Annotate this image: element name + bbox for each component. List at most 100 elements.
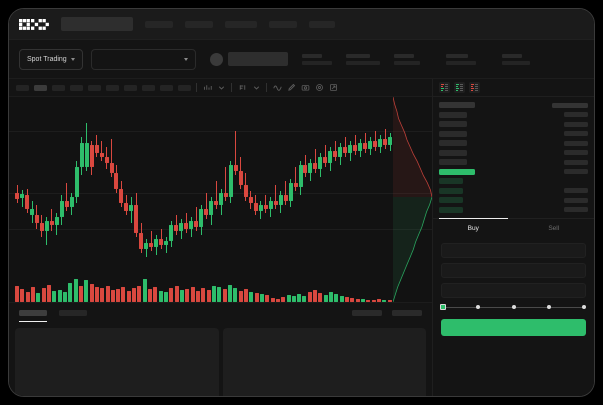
trading-pair-selector[interactable] (90, 48, 196, 70)
volume-bar (126, 291, 131, 302)
okx-logo[interactable] (19, 18, 49, 30)
chevron-down-icon (183, 57, 188, 61)
slider-node-75[interactable] (546, 304, 551, 309)
bid-amount (439, 197, 463, 203)
volume-bar (190, 287, 195, 302)
top-navigation-bar (9, 9, 594, 40)
bottom-action-0[interactable] (352, 309, 382, 316)
spread-amount (439, 168, 475, 175)
nav-item-0[interactable] (145, 20, 173, 28)
fullscreen-icon[interactable] (328, 83, 338, 93)
volume-bar (366, 300, 371, 302)
volume-bar (57, 290, 62, 302)
timeframe-button-1[interactable] (33, 84, 47, 91)
slider-node-100[interactable] (582, 304, 586, 309)
volume-bar (211, 286, 216, 302)
timeframe-button-7[interactable] (141, 84, 155, 91)
side-tab-buy[interactable]: Buy (433, 217, 514, 237)
orderbook-bid-row[interactable] (439, 206, 588, 214)
orderbook-asks-icon[interactable] (469, 82, 480, 93)
slider-node-50[interactable] (511, 304, 516, 309)
order-panel: Buy Sell (432, 79, 594, 396)
volume-bar (158, 291, 163, 302)
side-tab-sell[interactable]: Sell (548, 224, 560, 232)
camera-icon[interactable] (300, 83, 310, 93)
volume-bar (30, 287, 35, 302)
orderbook-bids-icon[interactable] (454, 82, 465, 93)
volume-series (15, 269, 393, 302)
indicator-icon[interactable] (237, 83, 247, 93)
orderbook-bid-row[interactable] (439, 196, 588, 204)
orderbook-ask-row[interactable] (439, 139, 588, 147)
slider-node-25[interactable] (476, 304, 481, 309)
volume-bar (281, 297, 286, 302)
volume-bar (164, 292, 169, 302)
stat-label (345, 53, 370, 58)
nav-item-3[interactable] (269, 20, 297, 28)
ask-price (564, 121, 588, 127)
timeframe-button-5[interactable] (105, 84, 119, 91)
order-field-1[interactable] (441, 262, 586, 278)
orderbook-ask-row[interactable] (439, 158, 588, 166)
slider-node-0[interactable] (440, 303, 446, 310)
bottom-action-1[interactable] (392, 309, 422, 316)
volume-bar (350, 298, 355, 302)
nav-items (133, 20, 335, 28)
volume-bar (196, 291, 200, 302)
pencil-icon[interactable] (286, 83, 296, 93)
volume-bar (355, 299, 360, 302)
ask-price (564, 140, 588, 146)
nav-item-2[interactable] (225, 20, 257, 28)
market-type-dropdown[interactable]: Spot Trading (19, 48, 83, 70)
volume-bar (105, 286, 110, 302)
submit-order-button[interactable] (441, 318, 586, 336)
market-stats (288, 53, 530, 65)
amount-slider[interactable] (440, 303, 586, 313)
volume-bar (313, 290, 318, 302)
order-book (433, 97, 594, 214)
orderbook-ask-row[interactable] (439, 130, 588, 138)
bottom-tab-1[interactable] (59, 309, 87, 316)
nav-item-1[interactable] (185, 20, 213, 28)
orderbook-bid-row[interactable] (439, 177, 588, 185)
market-type-label: Spot Trading (27, 55, 67, 63)
ask-amount (439, 140, 467, 146)
stat-value (445, 60, 476, 65)
settings-icon[interactable] (314, 83, 324, 93)
candlestick-series (15, 97, 393, 265)
orderbook-ask-row[interactable] (439, 120, 588, 128)
chevron-down-icon[interactable] (216, 83, 226, 93)
order-field-0[interactable] (441, 242, 586, 258)
volume-bar (148, 289, 153, 302)
timeframe-button-9[interactable] (177, 84, 191, 91)
timeframe-button-4[interactable] (87, 84, 101, 91)
orderbook-spread-row (439, 168, 588, 176)
stat-label (501, 53, 522, 58)
nav-item-4[interactable] (309, 20, 335, 28)
bottom-tab-0[interactable] (19, 309, 47, 323)
timeframe-button-3[interactable] (69, 84, 83, 91)
nav-search-input[interactable] (61, 17, 133, 31)
bottom-panel-left[interactable] (15, 328, 219, 396)
orderbook-bid-row[interactable] (439, 187, 588, 195)
bar-chart-icon[interactable] (202, 83, 212, 93)
timeframe-button-2[interactable] (51, 84, 65, 91)
line-wave-icon[interactable] (272, 83, 282, 93)
volume-bar (345, 297, 350, 302)
orderbook-ask-row[interactable] (439, 149, 588, 157)
volume-bar (84, 280, 89, 302)
order-field-2[interactable] (441, 282, 586, 298)
ask-price (564, 159, 588, 165)
chevron-down-icon[interactable] (251, 83, 261, 93)
timeframe-button-0[interactable] (15, 84, 29, 91)
timeframe-button-6[interactable] (123, 84, 137, 91)
volume-bar (153, 287, 158, 302)
price-chart[interactable] (9, 97, 432, 302)
orderbook-both-icon[interactable] (439, 82, 450, 93)
order-form (433, 237, 594, 313)
timeframe-button-8[interactable] (159, 84, 173, 91)
bottom-panel-right[interactable] (222, 328, 426, 396)
orderbook-ask-row[interactable] (439, 111, 588, 119)
volume-bar (110, 290, 115, 302)
